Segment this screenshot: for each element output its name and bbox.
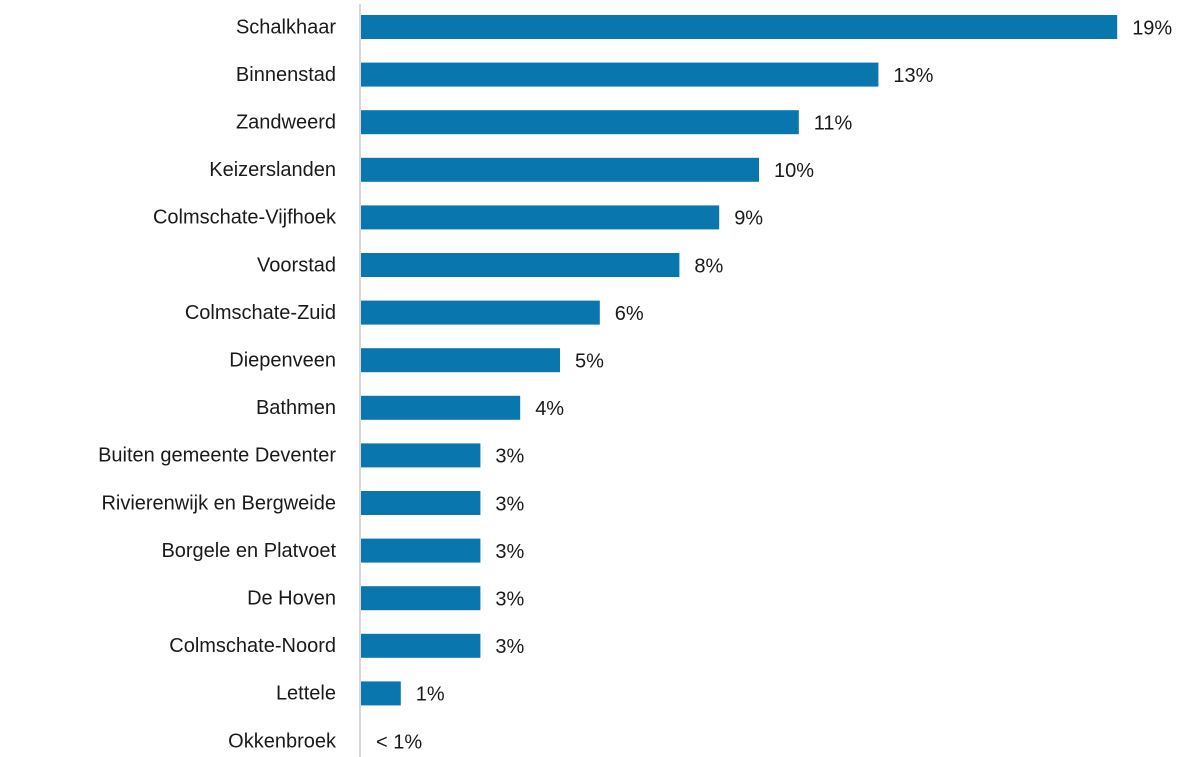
bar xyxy=(361,15,1118,39)
bar xyxy=(361,681,401,706)
bar xyxy=(361,157,759,182)
bar xyxy=(361,62,879,87)
bar xyxy=(361,443,481,468)
category-label: Lettele xyxy=(276,683,336,705)
value-label: 3% xyxy=(495,636,524,658)
bar xyxy=(361,633,481,658)
category-label: Keizerslanden xyxy=(209,159,336,181)
bar xyxy=(361,110,799,135)
category-label: Colmschate-Vijfhoek xyxy=(153,207,337,229)
value-label: 3% xyxy=(495,446,524,468)
category-label: Okkenbroek xyxy=(228,730,337,752)
value-label: 5% xyxy=(575,350,604,372)
category-label: Binnenstad xyxy=(236,64,336,86)
bar xyxy=(361,348,560,373)
category-label: Colmschate-Noord xyxy=(169,635,336,657)
category-label: Voorstad xyxy=(257,254,336,276)
bar xyxy=(361,253,680,277)
category-label: Zandweerd xyxy=(236,111,336,133)
category-label: Diepenveen xyxy=(229,349,336,371)
value-label: 6% xyxy=(615,303,644,325)
bar xyxy=(361,538,481,563)
value-label: 10% xyxy=(774,160,814,182)
value-label: 1% xyxy=(416,684,445,706)
value-label: 11% xyxy=(814,112,853,134)
category-label: Borgele en Platvoet xyxy=(161,540,336,562)
bar xyxy=(361,395,521,420)
category-label: Buiten gemeente Deventer xyxy=(98,445,336,467)
category-label: Schalkhaar xyxy=(236,16,336,38)
category-label: Bathmen xyxy=(256,397,336,419)
category-label: Rivierenwijk en Bergweide xyxy=(101,492,336,514)
value-label: 3% xyxy=(495,493,524,515)
value-label: < 1% xyxy=(376,731,422,753)
value-label: 4% xyxy=(535,398,564,420)
bar xyxy=(361,205,720,230)
value-label: 3% xyxy=(495,588,524,610)
bar xyxy=(361,491,481,515)
value-label: 19% xyxy=(1132,17,1172,39)
value-label: 8% xyxy=(694,255,723,277)
category-label: De Hoven xyxy=(247,587,336,609)
category-label: Colmschate-Zuid xyxy=(185,302,336,324)
value-label: 9% xyxy=(734,208,763,230)
bar xyxy=(361,586,481,611)
bar xyxy=(361,300,600,325)
value-label: 13% xyxy=(893,65,933,87)
value-label: 3% xyxy=(495,541,524,563)
